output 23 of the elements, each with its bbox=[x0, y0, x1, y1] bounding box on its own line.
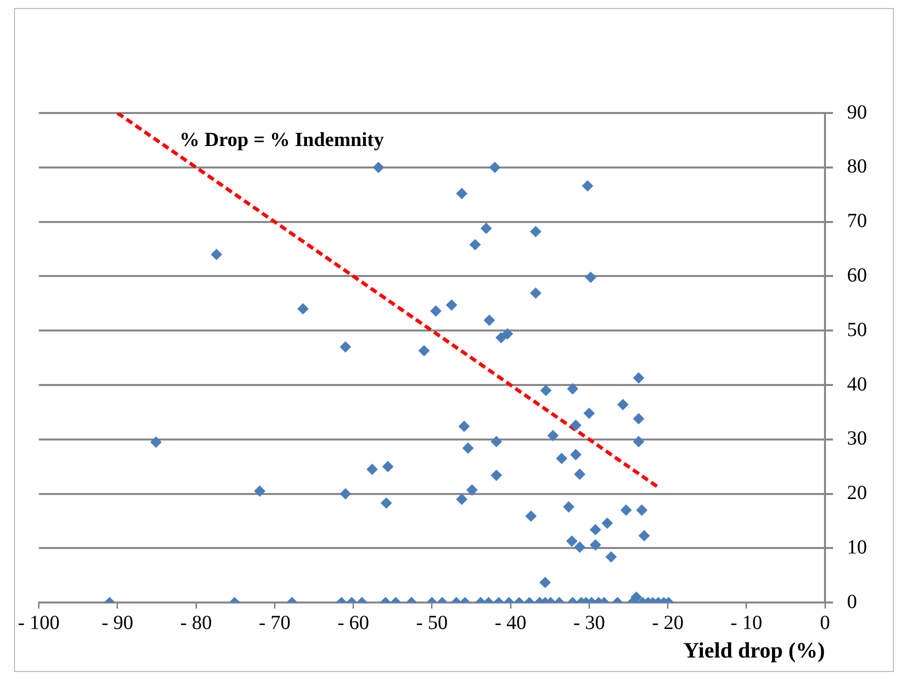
x-tick-label: - 50 bbox=[416, 612, 448, 634]
x-tick-label: - 60 bbox=[337, 612, 370, 634]
series-label: % Drop = % Indemnity bbox=[179, 129, 384, 152]
y-tick-label: 30 bbox=[847, 428, 867, 450]
y-tick-label: 10 bbox=[847, 536, 867, 558]
x-tick-label: - 20 bbox=[652, 612, 684, 634]
y-tick-label: 0 bbox=[847, 590, 857, 613]
x-tick-label: - 40 bbox=[494, 612, 526, 634]
x-tick-label: - 10 bbox=[730, 612, 762, 634]
x-axis-title: Yield drop (%) bbox=[683, 637, 825, 662]
y-tick-label: 90 bbox=[847, 101, 867, 124]
y-tick-label: 20 bbox=[847, 482, 867, 504]
x-tick-label: 0 bbox=[820, 612, 830, 634]
y-tick-label: 40 bbox=[847, 373, 867, 396]
x-tick-label: - 90 bbox=[102, 612, 134, 634]
y-tick-label: 60 bbox=[847, 264, 867, 286]
x-tick-label: - 80 bbox=[180, 612, 212, 634]
x-tick-label: - 30 bbox=[573, 612, 605, 634]
y-tick-label: 70 bbox=[847, 210, 867, 232]
y-tick-label: 80 bbox=[847, 156, 867, 178]
x-tick-label: - 100 bbox=[18, 612, 60, 634]
y-tick-label: 50 bbox=[847, 318, 867, 341]
x-tick-label: - 70 bbox=[258, 612, 291, 634]
